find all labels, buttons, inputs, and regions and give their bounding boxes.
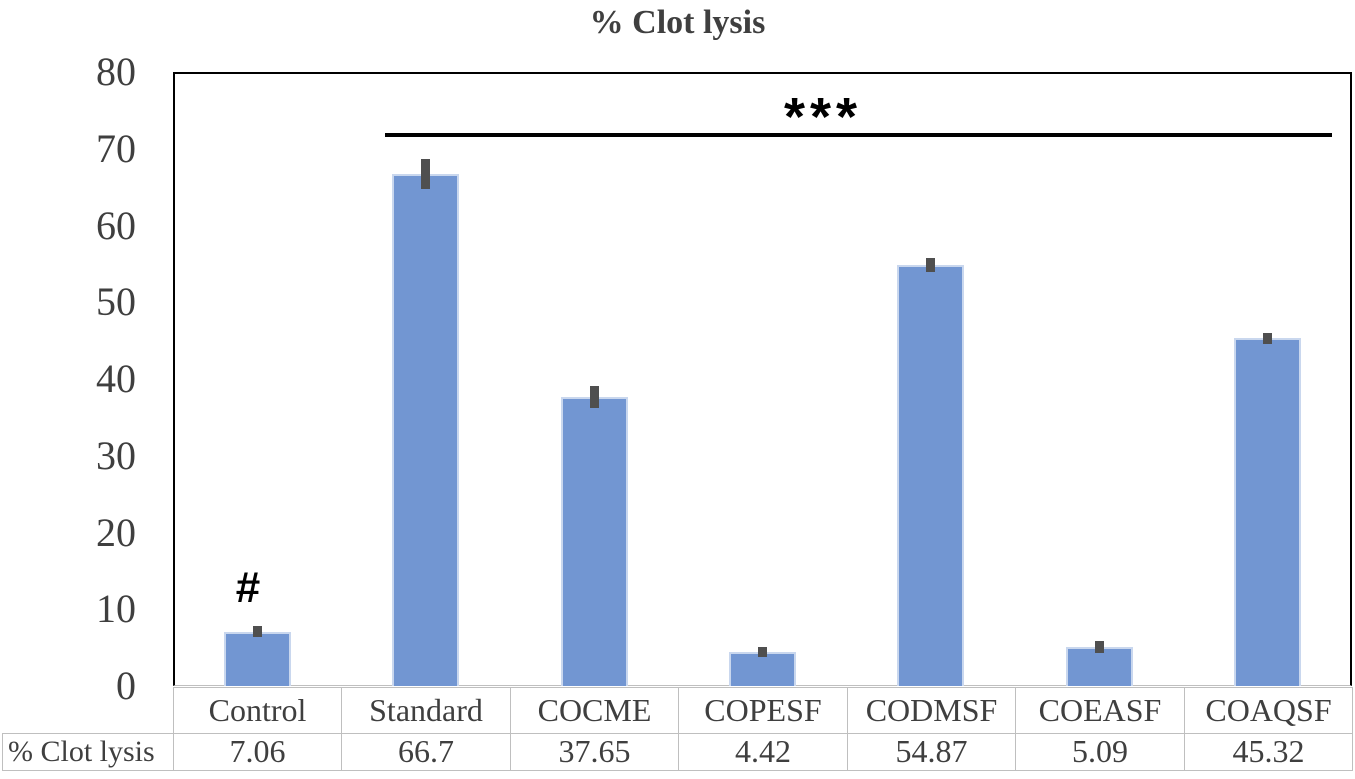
error-bar: [589, 386, 599, 408]
plot-area: [173, 72, 1352, 686]
table-value-cell: 5.09: [1015, 733, 1185, 771]
table-value-cell: 45.32: [1184, 733, 1353, 771]
error-bar: [758, 646, 767, 658]
table-category-cell: COEASF: [1015, 687, 1185, 734]
bar-cocme: [560, 397, 628, 686]
table-value-cell: 7.06: [173, 733, 342, 771]
y-tick-label: 50: [96, 279, 136, 325]
table-category-cell: CODMSF: [847, 687, 1016, 734]
y-tick-label: 60: [96, 202, 136, 248]
table-row-header: % Clot lysis: [2, 733, 174, 771]
hash-annotation: #: [235, 563, 261, 612]
y-tick-label: 40: [96, 356, 136, 401]
chart-title: % Clot lysis: [589, 4, 766, 41]
error-bar: [421, 158, 431, 190]
y-tick-label: 70: [96, 125, 136, 171]
bar-copesf: [729, 652, 796, 686]
bar-control: [223, 631, 291, 686]
bar-standard: [392, 174, 460, 686]
y-tick-label: 0: [116, 663, 136, 708]
significance-line: [385, 133, 1332, 137]
error-bar: [252, 626, 262, 638]
y-tick-label: 10: [96, 586, 136, 632]
error-bar: [1263, 332, 1273, 344]
y-tick-label: 30: [96, 432, 136, 478]
table-category-cell: Control: [173, 687, 342, 734]
table-value-cell: 37.65: [510, 733, 679, 771]
table-value-cell: 66.7: [341, 733, 511, 771]
table-category-cell: Standard: [341, 687, 511, 734]
bar-codmsf: [897, 264, 965, 686]
bar-coaqsf: [1234, 338, 1302, 686]
y-tick-label: 80: [96, 49, 136, 94]
table-category-cell: COAQSF: [1184, 687, 1353, 734]
error-bar: [1094, 640, 1104, 654]
significance-stars: ***: [783, 87, 863, 147]
table-category-cell: COCME: [510, 687, 679, 734]
error-bar: [926, 257, 936, 272]
table-value-cell: 4.42: [678, 733, 848, 771]
table-value-cell: 54.87: [847, 733, 1016, 771]
table-category-cell: COPESF: [678, 687, 848, 734]
y-tick-label: 20: [96, 509, 136, 555]
